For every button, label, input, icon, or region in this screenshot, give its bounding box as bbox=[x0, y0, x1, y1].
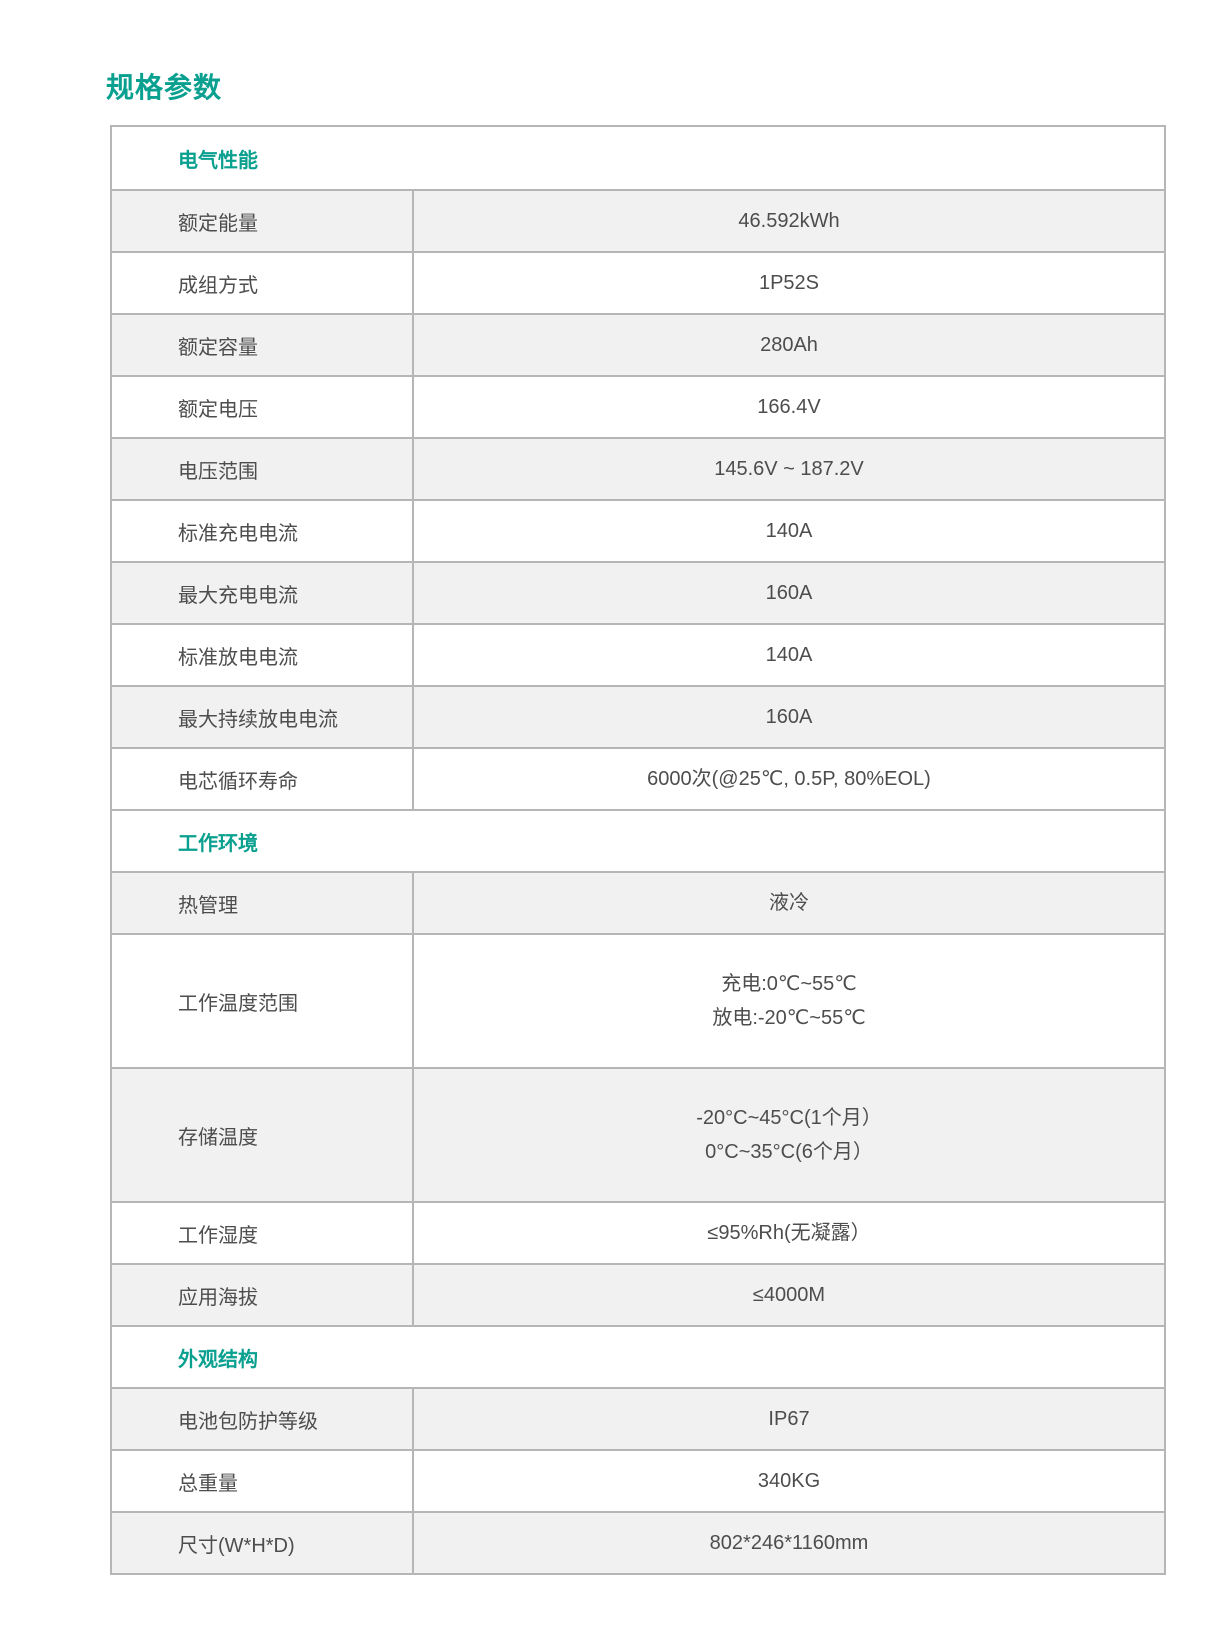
section-header-structure: 外观结构 bbox=[112, 1325, 1164, 1387]
spec-label: 应用海拔 bbox=[112, 1265, 414, 1325]
spec-label: 标准放电电流 bbox=[112, 625, 414, 685]
section-header-environment: 工作环境 bbox=[112, 809, 1164, 871]
spec-value-line: 0°C~35°C(6个月） bbox=[705, 1141, 873, 1163]
spec-value: 166.4V bbox=[757, 396, 821, 418]
spec-value: 160A bbox=[765, 582, 813, 604]
spec-row-max-cont-discharge-current: 最大持续放电电流 160A bbox=[112, 685, 1164, 747]
spec-value: -20°C~45°C(1个月） 0°C~35°C(6个月） bbox=[414, 1069, 1164, 1201]
spec-label: 存储温度 bbox=[112, 1069, 414, 1201]
spec-row-altitude: 应用海拔 ≤4000M bbox=[112, 1263, 1164, 1325]
spec-row-rated-voltage: 额定电压 166.4V bbox=[112, 375, 1164, 437]
spec-label: 总重量 bbox=[112, 1451, 414, 1511]
spec-value: 340KG bbox=[757, 1470, 821, 1492]
spec-value: 1P52S bbox=[758, 272, 820, 294]
spec-label: 电池包防护等级 bbox=[112, 1389, 414, 1449]
spec-label: 电芯循环寿命 bbox=[112, 749, 414, 809]
spec-label: 额定容量 bbox=[112, 315, 414, 375]
spec-value: 充电:0℃~55℃ 放电:-20℃~55℃ bbox=[414, 935, 1164, 1067]
spec-value-line: -20°C~45°C(1个月） bbox=[696, 1107, 882, 1129]
spec-label: 热管理 bbox=[112, 873, 414, 933]
spec-label: 尺寸(W*H*D) bbox=[112, 1513, 414, 1573]
spec-value: 802*246*1160mm bbox=[709, 1532, 869, 1554]
spec-value: 145.6V ~ 187.2V bbox=[714, 458, 864, 480]
spec-value-line: 放电:-20℃~55℃ bbox=[712, 1007, 866, 1029]
section-header-electrical: 电气性能 bbox=[112, 127, 1164, 189]
spec-value: 280Ah bbox=[760, 334, 818, 356]
spec-value: IP67 bbox=[768, 1408, 810, 1430]
spec-value: 液冷 bbox=[769, 892, 809, 914]
spec-row-max-charge-current: 最大充电电流 160A bbox=[112, 561, 1164, 623]
spec-label: 额定能量 bbox=[112, 191, 414, 251]
spec-row-grouping: 成组方式 1P52S bbox=[112, 251, 1164, 313]
spec-row-operating-humidity: 工作湿度 ≤95%Rh(无凝露） bbox=[112, 1201, 1164, 1263]
spec-value: 6000次(@25℃, 0.5P, 80%EOL) bbox=[647, 768, 931, 790]
spec-row-std-charge-current: 标准充电电流 140A bbox=[112, 499, 1164, 561]
spec-row-rated-energy: 额定能量 46.592kWh bbox=[112, 189, 1164, 251]
spec-row-dimensions: 尺寸(W*H*D) 802*246*1160mm bbox=[112, 1511, 1164, 1573]
spec-row-ip-rating: 电池包防护等级 IP67 bbox=[112, 1387, 1164, 1449]
spec-row-cell-cycle-life: 电芯循环寿命 6000次(@25℃, 0.5P, 80%EOL) bbox=[112, 747, 1164, 809]
spec-label: 额定电压 bbox=[112, 377, 414, 437]
spec-value: 140A bbox=[765, 644, 813, 666]
spec-value: 46.592kWh bbox=[738, 210, 840, 232]
spec-label: 最大充电电流 bbox=[112, 563, 414, 623]
spec-table: 电气性能 额定能量 46.592kWh 成组方式 1P52S 额定容量 280A… bbox=[110, 125, 1166, 1575]
spec-row-voltage-range: 电压范围 145.6V ~ 187.2V bbox=[112, 437, 1164, 499]
spec-value: 160A bbox=[765, 706, 813, 728]
spec-label: 成组方式 bbox=[112, 253, 414, 313]
spec-label: 最大持续放电电流 bbox=[112, 687, 414, 747]
spec-label: 工作温度范围 bbox=[112, 935, 414, 1067]
spec-row-storage-temp: 存储温度 -20°C~45°C(1个月） 0°C~35°C(6个月） bbox=[112, 1067, 1164, 1201]
spec-row-thermal-management: 热管理 液冷 bbox=[112, 871, 1164, 933]
spec-row-operating-temp: 工作温度范围 充电:0℃~55℃ 放电:-20℃~55℃ bbox=[112, 933, 1164, 1067]
spec-label: 标准充电电流 bbox=[112, 501, 414, 561]
spec-label: 工作湿度 bbox=[112, 1203, 414, 1263]
spec-value: 140A bbox=[765, 520, 813, 542]
spec-value: ≤4000M bbox=[752, 1284, 826, 1306]
spec-value-line: 充电:0℃~55℃ bbox=[721, 973, 857, 995]
spec-label: 电压范围 bbox=[112, 439, 414, 499]
spec-row-total-weight: 总重量 340KG bbox=[112, 1449, 1164, 1511]
spec-row-rated-capacity: 额定容量 280Ah bbox=[112, 313, 1164, 375]
page-title: 规格参数 bbox=[106, 72, 223, 103]
spec-value: ≤95%Rh(无凝露） bbox=[707, 1222, 871, 1244]
spec-row-std-discharge-current: 标准放电电流 140A bbox=[112, 623, 1164, 685]
